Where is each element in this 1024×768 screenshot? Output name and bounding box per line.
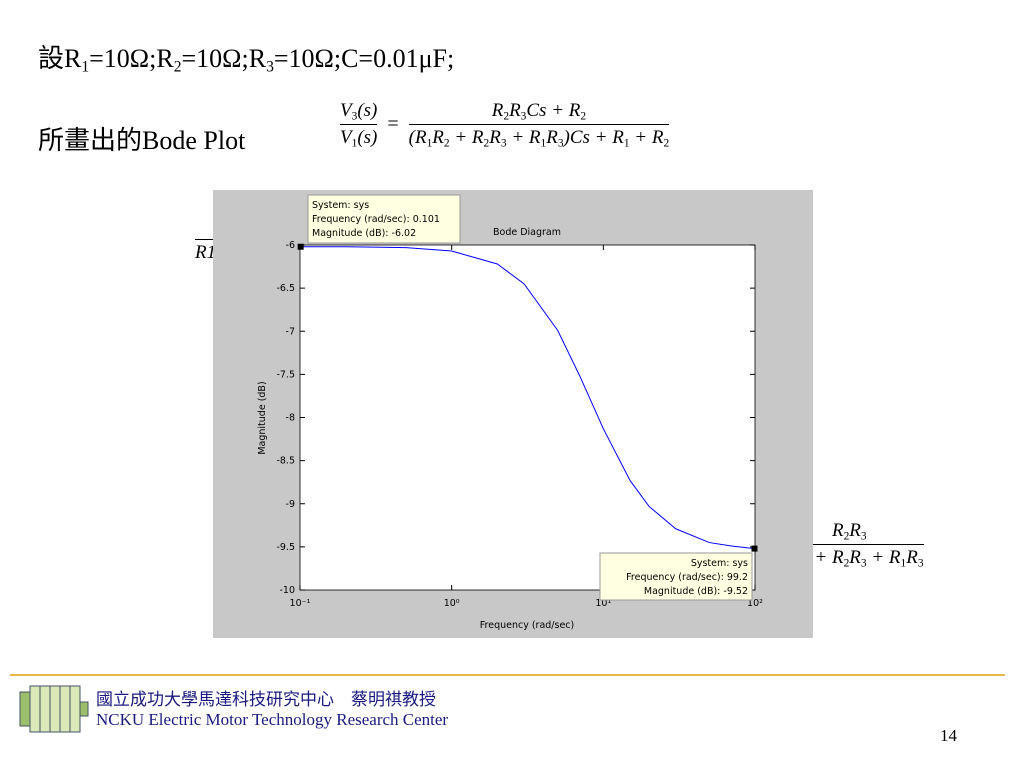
text-segment: R: [491, 100, 504, 121]
org-en: NCKU Electric Motor Technology Research …: [96, 710, 449, 729]
x-axis-label: Frequency (rad/sec): [480, 620, 575, 631]
footer-rule: [10, 674, 1005, 676]
text-segment: (s): [357, 100, 378, 121]
y-tick-label: -9: [286, 499, 295, 510]
subscript: 3: [351, 110, 358, 123]
subscript: 2: [443, 137, 450, 150]
page-number: 14: [940, 726, 957, 745]
subscript: 3: [860, 530, 867, 543]
datatip-line: System: sys: [691, 558, 748, 569]
subscript: 1: [81, 58, 90, 76]
text-segment: V: [340, 100, 352, 121]
subscript: 2: [580, 110, 587, 123]
datatip: System: sys Frequency (rad/sec): 99.2 Magn…: [599, 552, 753, 601]
subscript: 3: [557, 137, 564, 150]
y-tick-label: -6: [286, 240, 295, 251]
subscript: 2: [843, 557, 850, 570]
y-tick-label: -8: [286, 413, 295, 424]
text-segment: + R: [809, 547, 844, 569]
datatip-line: System: sys: [312, 200, 369, 211]
equals: =: [387, 113, 399, 136]
datatip-line: Frequency (rad/sec): 99.2: [626, 572, 748, 583]
logo-part: [29, 685, 81, 733]
text-segment: =10Ω;C=0.01μF;: [273, 44, 455, 73]
subscript: 2: [173, 58, 182, 76]
numerator: V3(s): [340, 100, 377, 122]
y-tick-label: -8.5: [276, 456, 295, 467]
chart: Bode Diagram Frequency (rad/sec) Magnitu…: [213, 190, 813, 638]
text-segment: 設R: [38, 44, 82, 73]
text-segment: R: [849, 520, 861, 541]
subscript: 2: [663, 137, 670, 150]
line: [300, 246, 755, 550]
subscript: 3: [266, 58, 274, 76]
logo: [19, 685, 89, 733]
subscript: 1: [623, 137, 630, 150]
subscript: 2: [503, 110, 510, 123]
text-segment: )Cs + R: [563, 127, 624, 149]
text-segment: V: [340, 127, 352, 149]
subscript: 1: [900, 557, 907, 570]
subscript: 2: [483, 137, 490, 150]
chart-title: Bode Diagram: [493, 227, 561, 238]
y-tick-label: -6.5: [276, 283, 295, 294]
text-segment: + R: [629, 127, 664, 149]
y-tick-label: -9.5: [276, 542, 295, 553]
numerator: R2R3Cs + R2: [492, 100, 586, 122]
fraction: V3(s) V1(s): [340, 100, 378, 150]
org-zh: 國立成功大學馬達科技研究中心 蔡明祺教授: [96, 690, 436, 709]
x-tick-label: 10²: [747, 598, 763, 609]
text-segment: =10Ω;R: [89, 44, 174, 73]
datatip: System: sys Frequency (rad/sec): 0.101 Mag…: [307, 194, 461, 244]
denominator: (R1R2 + R2R3 + R1R3)Cs + R1 + R2: [409, 127, 670, 149]
subscript: 1: [351, 137, 358, 150]
y-tick-label: -7.5: [276, 369, 295, 380]
logo-part: [19, 691, 31, 727]
datatip-line: Magnitude (dB): -6.02: [312, 228, 416, 239]
subscript: 3: [520, 110, 527, 123]
subscript: 3: [917, 557, 924, 570]
subscript: 1: [540, 137, 547, 150]
subscript: 1: [426, 137, 433, 150]
x-tick-label: 10¹: [595, 598, 611, 609]
text-segment: R: [546, 127, 558, 149]
text-segment: R: [489, 127, 501, 149]
text-segment: R: [831, 520, 844, 541]
y-tick-label: -7: [286, 326, 295, 337]
text-segment: R: [906, 547, 918, 569]
text-segment: R: [432, 127, 444, 149]
equation: V3(s) V1(s) = R2R3Cs + R2 (R1R2 + R2R3 + R…: [340, 100, 670, 150]
datatip-marker: [751, 545, 758, 552]
datatip-box: [307, 194, 461, 244]
text-segment: (s): [357, 127, 378, 149]
subscript: 3: [500, 137, 507, 150]
heading: 設R1=10Ω;R2=10Ω;R3=10Ω;C=0.01μF;: [38, 38, 454, 77]
text-segment: (R: [408, 127, 427, 149]
subscript: 2: [843, 530, 850, 543]
fraction: R2R3Cs + R2 (R1R2 + R2R3 + R1R3)Cs + R1 +…: [408, 100, 670, 150]
subheading: 所畫出的Bode Plot: [38, 126, 246, 155]
datatip-line: Magnitude (dB): -9.52: [644, 586, 748, 597]
text-segment: R: [509, 100, 521, 121]
x-tick-label: 10⁰: [444, 598, 460, 609]
plot-area: [299, 244, 756, 591]
text-segment: + R: [506, 127, 541, 149]
text-segment: =10Ω;R: [181, 44, 267, 73]
subscript: 3: [860, 557, 867, 570]
text-segment: R: [849, 547, 861, 569]
datatip-marker: [297, 243, 304, 250]
denominator: V1(s): [340, 127, 377, 149]
numerator: R2R3: [832, 520, 867, 542]
y-axis-label: Magnitude (dB): [257, 381, 268, 454]
logo-part: [79, 701, 89, 717]
y-tick-label: -10: [279, 585, 295, 596]
datatip-line: Frequency (rad/sec): 0.101: [312, 214, 440, 225]
datatip-box: [599, 552, 753, 601]
text-segment: + R: [866, 547, 901, 569]
text-segment: + R: [449, 127, 484, 149]
x-tick-label: 10⁻¹: [290, 598, 311, 609]
text-segment: Cs + R: [526, 100, 581, 121]
